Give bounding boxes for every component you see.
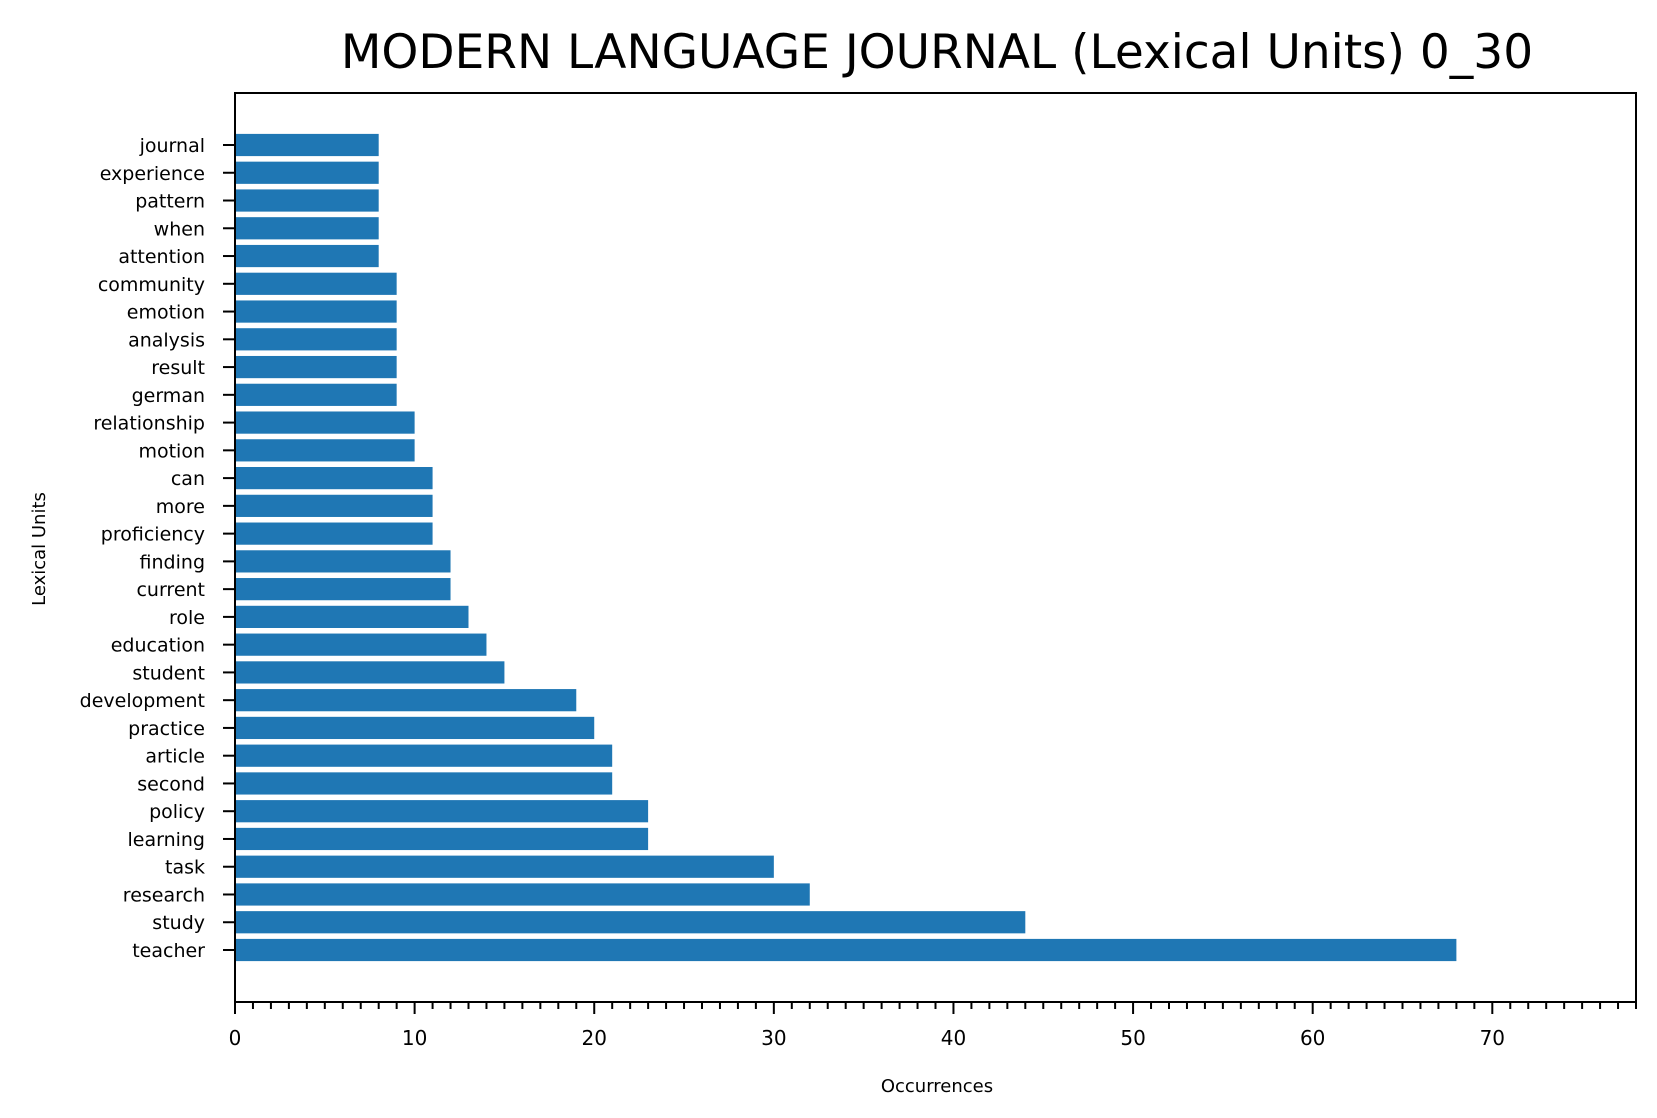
y-tick-label: student <box>132 662 205 684</box>
y-tick-label: can <box>171 468 205 490</box>
bar-relationship <box>235 411 415 434</box>
chart-title: MODERN LANGUAGE JOURNAL (Lexical Units) … <box>341 25 1533 80</box>
bar-when <box>235 217 379 240</box>
bar-motion <box>235 439 415 462</box>
y-tick-label: result <box>151 357 205 379</box>
y-tick-label: teacher <box>132 940 205 962</box>
bar-proficiency <box>235 522 433 545</box>
y-tick-label: more <box>156 496 205 518</box>
bar-attention <box>235 244 379 268</box>
bar-emotion <box>235 300 397 323</box>
bar-current <box>235 578 451 601</box>
y-tick-label: analysis <box>128 329 205 351</box>
x-tick-label: 60 <box>1300 1026 1325 1050</box>
y-tick-label: practice <box>128 718 205 740</box>
bar-german <box>235 383 397 406</box>
bar-can <box>235 467 433 490</box>
y-tick-label: emotion <box>127 302 205 324</box>
y-tick-label: second <box>137 773 205 795</box>
bar-role <box>235 605 469 628</box>
bar-pattern <box>235 189 379 212</box>
y-tick-label: current <box>136 579 205 601</box>
bar-policy <box>235 800 649 823</box>
x-tick-label: 30 <box>761 1026 786 1050</box>
y-tick-label: study <box>152 912 205 934</box>
bars-group <box>235 133 1457 962</box>
x-tick-label: 50 <box>1120 1026 1145 1050</box>
y-tick-label: when <box>154 218 205 240</box>
bar-analysis <box>235 328 397 351</box>
y-tick-label: relationship <box>93 413 205 435</box>
bar-journal <box>235 133 379 157</box>
y-tick-label: german <box>132 385 205 407</box>
y-tick-label: proficiency <box>101 524 205 546</box>
bar-result <box>235 355 397 379</box>
x-tick-label: 10 <box>402 1026 427 1050</box>
y-tick-label: experience <box>100 163 205 185</box>
x-tick-label: 20 <box>582 1026 607 1050</box>
bar-practice <box>235 716 595 740</box>
x-axis-ticks: 0 10 20 30 40 50 60 70 <box>229 1002 1637 1050</box>
x-tick-label: 40 <box>941 1026 966 1050</box>
y-tick-label: finding <box>140 551 205 573</box>
bar-research <box>235 883 810 906</box>
y-tick-label: journal <box>139 135 205 157</box>
bar-finding <box>235 550 451 573</box>
y-tick-label: development <box>80 690 205 712</box>
bar-education <box>235 633 487 656</box>
bar-study <box>235 911 1026 934</box>
plot-frame <box>234 92 1637 1003</box>
bar-student <box>235 661 505 684</box>
bar-community <box>235 272 397 295</box>
bar-second <box>235 772 613 795</box>
bar-teacher <box>235 938 1457 962</box>
bar-experience <box>235 161 379 184</box>
y-tick-label: article <box>145 746 205 768</box>
y-tick-label: motion <box>138 440 205 462</box>
y-tick-label: pattern <box>135 191 205 213</box>
y-tick-label: research <box>123 884 205 906</box>
y-tick-label: education <box>111 635 205 657</box>
bar-article <box>235 744 613 767</box>
bar-task <box>235 855 774 878</box>
bar-development <box>235 689 577 712</box>
y-axis-label: Lexical Units <box>29 492 50 606</box>
y-tick-label: attention <box>118 246 205 268</box>
y-axis-ticks: teacher study research task learning policy se… <box>80 135 235 962</box>
bar-learning <box>235 827 649 851</box>
bar-more <box>235 494 433 517</box>
y-tick-label: policy <box>149 801 205 823</box>
y-tick-label: community <box>98 274 205 296</box>
y-tick-label: task <box>165 857 205 879</box>
x-axis-label: Occurrences <box>881 1076 993 1097</box>
x-tick-label: 0 <box>229 1026 242 1050</box>
y-tick-label: learning <box>127 829 205 851</box>
y-tick-label: role <box>169 607 205 629</box>
x-tick-label: 70 <box>1480 1026 1505 1050</box>
